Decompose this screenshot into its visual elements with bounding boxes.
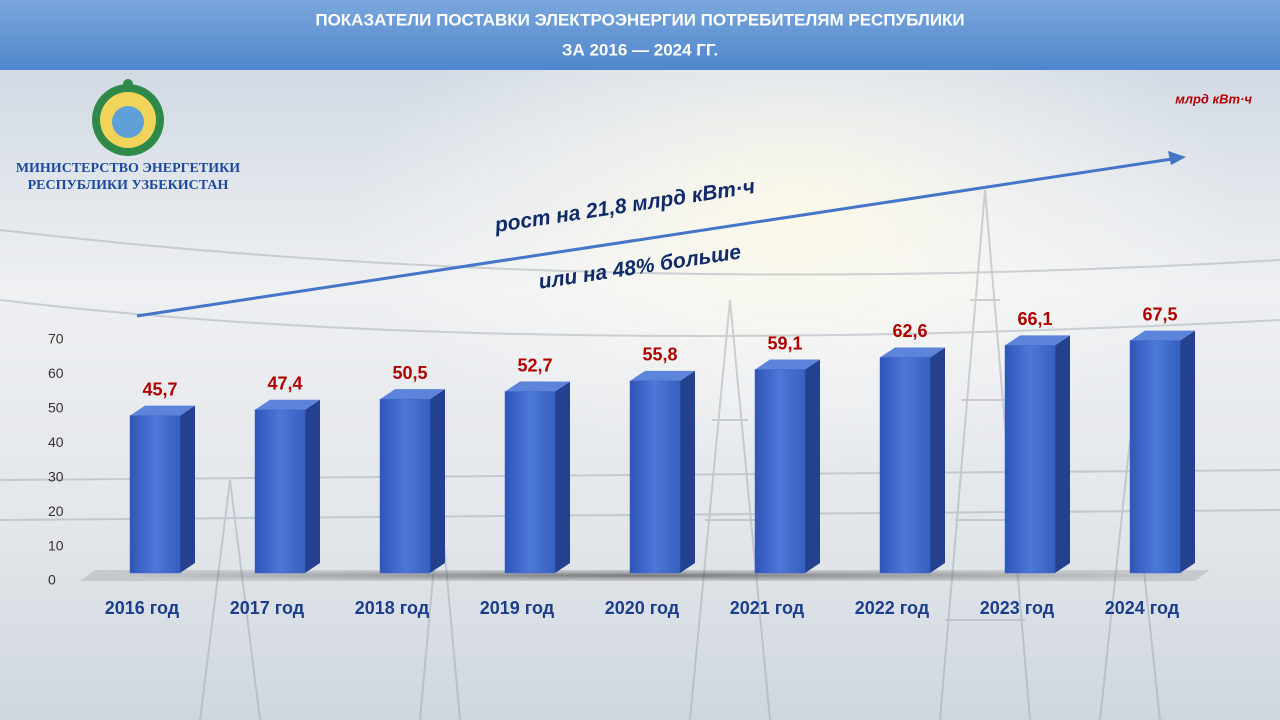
bar-top (755, 359, 820, 370)
emblem (92, 79, 164, 156)
bar (254, 399, 320, 574)
bar-top (630, 370, 695, 381)
x-tick-label: 2016 год (105, 598, 180, 618)
x-tick-label: 2018 год (355, 598, 430, 618)
bar (129, 405, 195, 574)
y-tick-label: 60 (48, 365, 64, 381)
x-tick-label: 2017 год (230, 598, 305, 618)
y-tick-label: 40 (48, 434, 64, 450)
value-label: 59,1 (767, 333, 802, 353)
bar-front (1129, 340, 1181, 574)
y-tick-label: 0 (48, 572, 56, 588)
value-label: 62,6 (892, 321, 927, 341)
bar-front (379, 398, 431, 574)
bar-top (1005, 335, 1070, 346)
bar (504, 381, 570, 574)
y-tick-label: 70 (48, 331, 64, 347)
x-tick-label: 2023 год (980, 598, 1055, 618)
bar-front (754, 369, 806, 574)
value-label: 66,1 (1017, 309, 1052, 329)
y-tick-label: 20 (48, 503, 64, 519)
header-band (0, 0, 1280, 70)
value-label: 47,4 (267, 374, 302, 394)
bar-front (504, 391, 556, 574)
bar-top (380, 389, 445, 400)
bar-side (1055, 335, 1070, 573)
logo-text: РЕСПУБЛИКИ УЗБЕКИСТАН (28, 178, 229, 193)
bar-front (254, 409, 306, 574)
bar-side (180, 405, 195, 573)
growth-arrow (136, 157, 1173, 318)
x-tick-label: 2019 год (480, 598, 555, 618)
bar-front (629, 380, 681, 574)
x-tick-label: 2020 год (605, 598, 680, 618)
bar-side (430, 389, 445, 573)
bar (1004, 335, 1070, 574)
x-tick-label: 2022 год (855, 598, 930, 618)
bar (1129, 330, 1195, 574)
value-label: 52,7 (517, 355, 552, 375)
bar (754, 359, 820, 574)
bar-top (255, 399, 320, 410)
bar-side (680, 370, 695, 573)
bar-top (505, 381, 570, 392)
bar-front (129, 415, 181, 574)
bar-top (880, 347, 945, 358)
value-label: 67,5 (1142, 304, 1177, 324)
bar-top (130, 405, 195, 416)
value-label: 50,5 (392, 363, 427, 383)
y-tick-label: 10 (48, 537, 64, 553)
arrow-head (1168, 151, 1186, 165)
bar (629, 370, 695, 574)
y-tick-label: 50 (48, 400, 64, 416)
x-tick-label: 2024 год (1105, 598, 1180, 618)
bar-side (805, 359, 820, 573)
bar (879, 347, 945, 574)
bar-front (879, 357, 931, 574)
bar-side (1180, 330, 1195, 573)
bar-front (1004, 345, 1056, 574)
logo-text: МИНИСТЕРСТВО ЭНЕРГЕТИКИ (16, 161, 240, 176)
value-label: 45,7 (142, 379, 177, 399)
value-label: 55,8 (642, 345, 677, 365)
bar-top (1130, 330, 1195, 341)
chart-title: ЗА 2016 — 2024 ГГ. (562, 40, 718, 59)
x-tick-label: 2021 год (730, 598, 805, 618)
bar-side (305, 399, 320, 573)
bar-side (930, 347, 945, 573)
bar (379, 389, 445, 574)
unit-label: млрд кВт·ч (1175, 91, 1252, 106)
y-tick-label: 30 (48, 468, 64, 484)
bar-side (555, 381, 570, 573)
chart-title: ПОКАЗАТЕЛИ ПОСТАВКИ ЭЛЕКТРОЭНЕРГИИ ПОТРЕ… (315, 10, 964, 29)
